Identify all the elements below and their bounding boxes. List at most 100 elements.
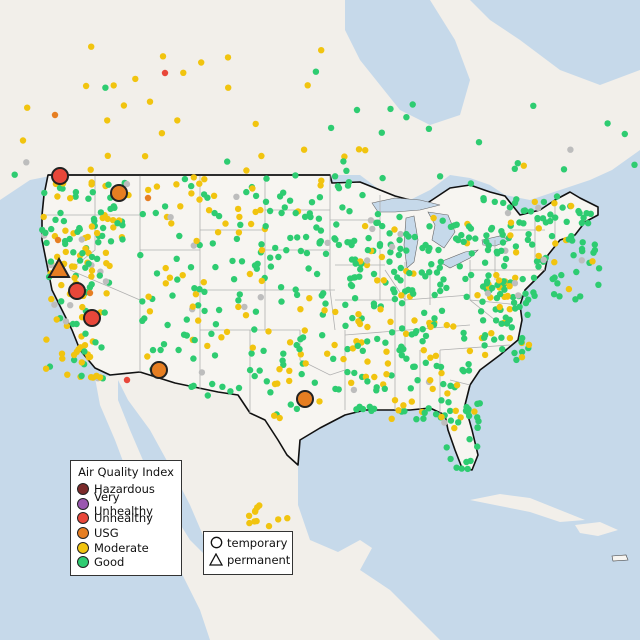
monitor-dot	[595, 265, 603, 272]
monitor-dot	[200, 279, 207, 286]
monitor-dot	[373, 219, 380, 227]
monitor-dot	[501, 286, 508, 293]
monitor-dot	[455, 419, 462, 426]
monitor-dot	[87, 374, 95, 381]
monitor-dot	[267, 389, 274, 396]
monitor-dot	[332, 236, 339, 243]
monitor-dot	[281, 204, 288, 211]
monitor-dot	[484, 246, 492, 254]
monitor-dot	[319, 332, 326, 339]
monitor-dot	[549, 275, 556, 283]
monitor-dot	[227, 388, 234, 395]
monitor-dot	[542, 219, 550, 226]
monitor-dot	[70, 249, 77, 256]
monitor-dot	[397, 245, 404, 252]
monitor-dot	[316, 398, 323, 405]
monitor-dot	[474, 400, 481, 407]
monitor-dot	[578, 219, 586, 227]
monitor-dot	[53, 316, 60, 323]
monitor-dot	[331, 341, 338, 349]
monitor-dot	[381, 385, 388, 392]
monitor-dot	[430, 214, 437, 222]
monitor-dot	[258, 152, 265, 160]
monitor-dot	[175, 346, 182, 354]
monitor-dot	[426, 269, 433, 276]
lake-superior	[371, 197, 441, 213]
monitor-dot	[472, 235, 479, 242]
monitor-dot	[164, 321, 171, 329]
monitor-dot	[11, 171, 18, 178]
monitor-dot	[215, 306, 223, 314]
monitor-dot	[411, 233, 418, 241]
monitor-dot	[377, 306, 384, 313]
monitor-dot	[48, 225, 55, 233]
monitor-dot	[512, 305, 519, 312]
monitor-dot	[24, 104, 31, 111]
monitor-dot	[235, 384, 243, 392]
arctic-water	[470, 0, 640, 85]
monitor-dot	[350, 386, 358, 394]
monitor-dot	[342, 322, 349, 329]
monitor-dot	[552, 240, 559, 247]
monitor-dot	[93, 229, 101, 237]
monitor-dot	[474, 292, 481, 299]
monitor-dot	[344, 345, 351, 353]
monitor-dot	[465, 361, 472, 368]
monitor-dot	[371, 373, 378, 381]
monitor-dot	[93, 255, 101, 262]
monitor-dot	[263, 175, 270, 182]
monitor-dot	[348, 282, 356, 290]
monitor-dot	[514, 160, 521, 167]
monitor-dot	[93, 372, 100, 379]
monitor-dot	[520, 162, 527, 169]
monitor-dot	[420, 347, 427, 354]
monitor-dot	[496, 303, 503, 311]
monitor-dot	[120, 102, 128, 109]
monitor-dot	[235, 229, 243, 236]
monitor-dot	[81, 348, 88, 355]
monitor-dot	[287, 234, 294, 242]
monitor-dot	[506, 334, 514, 342]
monitor-dot	[342, 301, 349, 308]
monitor-dot	[506, 306, 513, 313]
monitor-dot	[181, 175, 189, 183]
legend-label: temporary	[227, 535, 288, 550]
legend-label: Unhealthy	[94, 511, 153, 526]
monitor-dot	[160, 341, 168, 348]
monitor-dot	[383, 348, 390, 355]
monitor-dot	[356, 403, 363, 410]
monitor-dot	[241, 303, 248, 311]
monitor-dot	[205, 207, 213, 214]
monitor-dot	[565, 236, 572, 243]
hispaniola	[575, 522, 618, 536]
monitor-dot	[54, 193, 61, 200]
monitor-dot	[370, 303, 378, 310]
monitor-dot	[300, 146, 308, 153]
monitor-dot	[82, 82, 90, 90]
monitor-dot	[386, 258, 393, 265]
monitor-dot	[59, 355, 66, 362]
legend-label: Good	[94, 555, 125, 570]
monitor-dot	[60, 217, 68, 225]
monitor-dot	[297, 247, 305, 255]
monitor-dot	[437, 258, 444, 265]
monitor-dot	[484, 290, 492, 297]
monitor-dot	[391, 295, 399, 303]
monitor-dot	[79, 250, 86, 257]
monitor-dot	[59, 185, 66, 192]
site-type-legend: temporary permanent	[203, 531, 293, 575]
monitor-dot	[237, 221, 244, 228]
monitor-dot	[387, 318, 394, 325]
monitor-dot	[463, 293, 470, 300]
monitor-dot	[481, 342, 488, 349]
monitor-dot	[387, 249, 394, 256]
monitor-dot	[201, 307, 208, 315]
monitor-dot	[191, 336, 198, 344]
monitor-dot	[286, 367, 293, 374]
monitor-dot	[246, 519, 253, 527]
monitor-dot	[41, 189, 48, 197]
monitor-dot	[378, 253, 386, 261]
monitor-dot	[294, 234, 301, 241]
monitor-dot	[359, 191, 366, 199]
monitor-dot	[458, 465, 465, 472]
